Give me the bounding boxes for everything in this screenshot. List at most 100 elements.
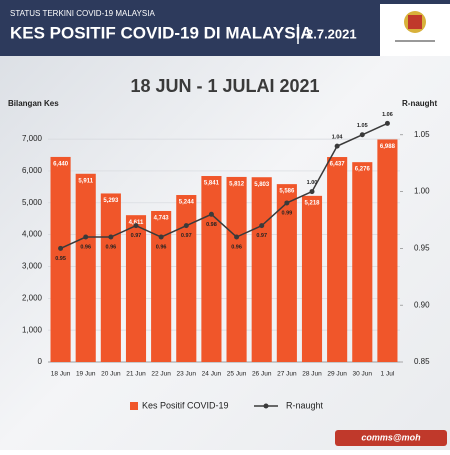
bar	[251, 177, 272, 362]
line-point	[334, 143, 340, 149]
line-value-label: 0.95	[55, 256, 66, 262]
line-point	[208, 211, 214, 217]
bar-value-label: 6,440	[53, 162, 69, 168]
x-tick-label: 20 Jun	[101, 371, 121, 378]
x-tick-label: 29 Jun	[327, 371, 347, 378]
line-value-label: 1.05	[357, 123, 368, 129]
x-tick-label: 30 Jun	[353, 371, 373, 378]
line-point	[108, 234, 114, 240]
y-tick-label: 2,000	[22, 293, 43, 302]
header-kicker: STATUS TERKINI COVID-19 MALAYSIA	[10, 9, 155, 18]
bar-value-label: 4,611	[129, 220, 144, 226]
bar	[301, 195, 323, 362]
y-tick-label: 6,000	[22, 166, 43, 175]
line-point	[83, 234, 89, 240]
bar	[176, 195, 197, 362]
bar	[327, 157, 348, 362]
line	[60, 122, 388, 250]
line-point	[259, 223, 265, 229]
footer-badge	[335, 430, 447, 446]
y-tick-label: 7,000	[22, 134, 43, 143]
bar	[352, 162, 373, 362]
x-tick-label: 28 Jun	[302, 371, 322, 378]
emblem	[380, 4, 450, 56]
y-tick-label: 4,000	[22, 230, 43, 239]
bar	[125, 215, 147, 362]
x-tick-label: 27 Jun	[277, 371, 297, 378]
line-point	[284, 200, 290, 206]
line-value-label: 0.97	[256, 233, 267, 239]
line-value-label: 0.96	[156, 244, 167, 250]
bar-value-label: 5,812	[229, 182, 245, 188]
bar-value-label: 6,276	[355, 167, 371, 173]
line-point	[133, 223, 139, 229]
y-tick-label: 1,000	[22, 325, 43, 334]
y-axis-label: Bilangan Kes	[8, 99, 59, 108]
bar	[226, 176, 247, 362]
bar	[50, 156, 71, 362]
legend-label: R-naught	[286, 400, 324, 410]
line-point	[58, 245, 64, 251]
line-value-label: 0.98	[206, 222, 217, 228]
line-value-label: 0.96	[80, 244, 91, 250]
legend-label: Kes Positif COVID-19	[142, 400, 229, 410]
header-date: 2.7.2021	[306, 26, 357, 41]
bar	[75, 173, 96, 362]
x-tick-label: 1 Jul	[381, 371, 395, 378]
y2-tick-label: 1.05	[414, 130, 430, 139]
line-point	[183, 223, 189, 229]
y2-axis-label: R-naught	[402, 99, 437, 108]
legend-swatch	[263, 403, 269, 409]
x-tick-label: 26 Jun	[252, 371, 272, 378]
x-tick-label: 25 Jun	[227, 371, 247, 378]
bar-value-label: 5,218	[304, 200, 320, 206]
chart-title: 18 JUN - 1 JULAI 2021	[130, 76, 319, 96]
legend-swatch	[130, 402, 138, 410]
bar-value-label: 6,437	[330, 162, 346, 168]
bar	[100, 193, 121, 362]
bar-value-label: 5,911	[78, 178, 93, 184]
bar	[201, 176, 222, 362]
bar-value-label: 4,743	[154, 216, 170, 222]
line-value-label: 0.97	[131, 233, 142, 239]
line-point	[359, 132, 365, 138]
y2-tick-label: 1.00	[414, 187, 430, 196]
x-tick-label: 18 Jun	[51, 371, 71, 378]
line-point	[158, 234, 164, 240]
header-title: KES POSITIF COVID-19 DI MALAYSIA	[10, 23, 313, 42]
y-tick-label: 3,000	[22, 262, 43, 271]
line-value-label: 0.97	[181, 233, 192, 239]
line-point	[309, 189, 315, 195]
line-value-label: 1.04	[332, 135, 344, 141]
line-point	[384, 120, 390, 126]
line-point	[234, 234, 240, 240]
x-tick-label: 21 Jun	[126, 371, 146, 378]
bar-value-label: 5,841	[204, 181, 220, 187]
x-tick-label: 22 Jun	[151, 371, 171, 378]
line-value-label: 0.99	[281, 210, 292, 216]
line-value-label: 1.06	[382, 112, 393, 118]
line-value-label: 0.96	[105, 244, 116, 250]
line-value-label: 0.96	[231, 244, 242, 250]
line-value-label: 1.00	[307, 180, 318, 186]
footer-text: comms@moh	[361, 432, 421, 442]
y2-tick-label: 0.95	[414, 243, 430, 252]
bar-value-label: 5,586	[279, 189, 295, 195]
bar-value-label: 5,293	[103, 198, 119, 204]
bar	[151, 210, 172, 362]
header-band	[0, 0, 450, 56]
bar-value-label: 5,244	[179, 200, 195, 206]
y-tick-label: 0	[38, 357, 43, 366]
x-tick-label: 24 Jun	[202, 371, 222, 378]
x-tick-label: 23 Jun	[177, 371, 197, 378]
y-tick-label: 5,000	[22, 198, 43, 207]
bar-value-label: 5,803	[254, 182, 270, 188]
y2-tick-label: 0.90	[414, 300, 430, 309]
bar-value-label: 6,988	[380, 144, 396, 150]
y2-tick-label: 0.85	[414, 357, 430, 366]
bar	[377, 139, 398, 362]
bar	[276, 184, 297, 362]
x-tick-label: 19 Jun	[76, 371, 96, 378]
